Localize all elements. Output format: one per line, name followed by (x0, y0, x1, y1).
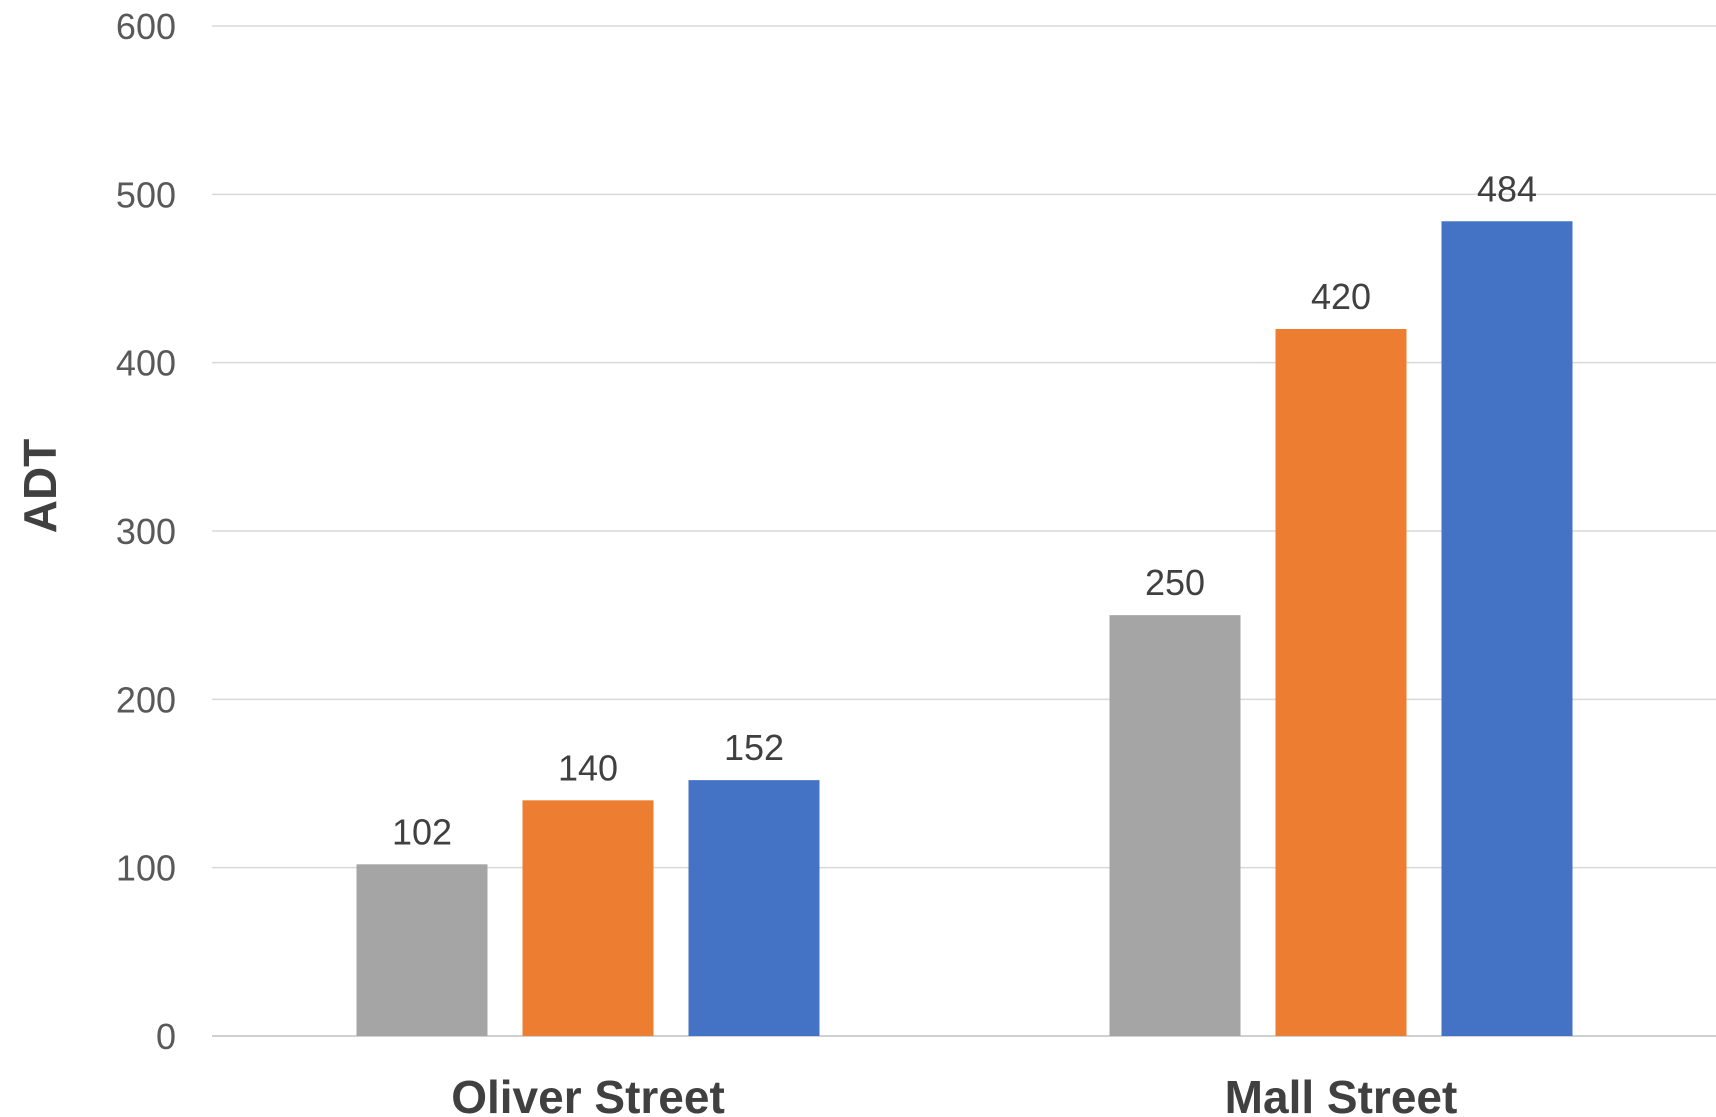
bar (522, 800, 654, 1036)
bars (356, 221, 1573, 1036)
y-tick-label: 100 (116, 848, 176, 889)
bar (1109, 615, 1241, 1036)
bar (688, 780, 820, 1036)
y-tick-label: 300 (116, 511, 176, 552)
y-tick-label: 500 (116, 174, 176, 215)
bar (1441, 221, 1573, 1036)
data-labels: 102 140 152 250 420 484 (392, 168, 1537, 852)
data-label: 420 (1311, 276, 1371, 317)
y-tick-label: 0 (156, 1016, 176, 1057)
y-tick-label: 400 (116, 343, 176, 384)
category-label: Oliver Street (451, 1071, 725, 1117)
bar (356, 864, 488, 1036)
data-label: 102 (392, 811, 452, 852)
data-label: 152 (724, 727, 784, 768)
data-label: 484 (1477, 168, 1537, 209)
x-axis-categories: Oliver Street Mall Street (451, 1071, 1457, 1117)
data-label: 250 (1145, 562, 1205, 603)
y-axis-ticks: 0 100 200 300 400 500 600 (116, 6, 176, 1057)
data-label: 140 (558, 747, 618, 788)
y-axis-title: ADT (14, 439, 66, 534)
y-tick-label: 200 (116, 679, 176, 720)
category-label: Mall Street (1225, 1071, 1458, 1117)
y-tick-label: 600 (116, 6, 176, 47)
bar (1275, 329, 1407, 1036)
